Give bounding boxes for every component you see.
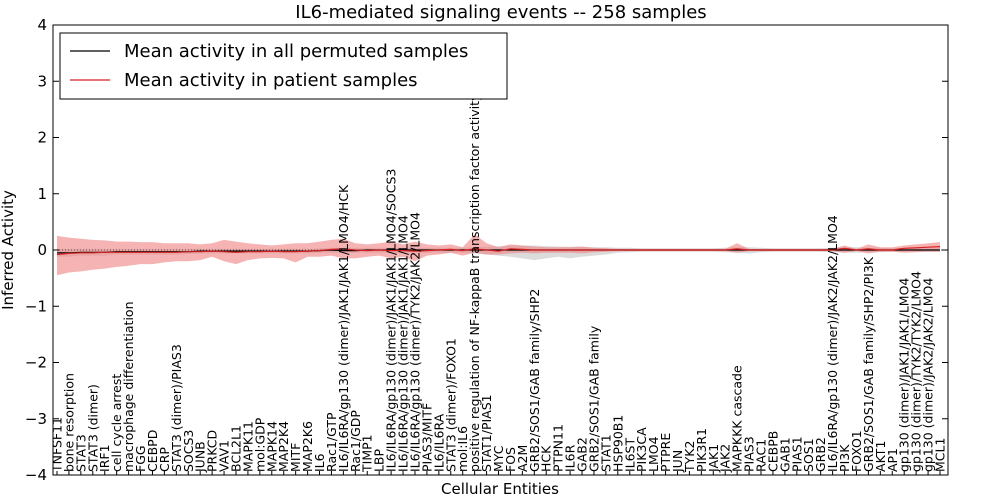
x-category-label: STAT3 (dimer)/PIAS3 — [169, 344, 184, 472]
x-category-label: mol:IL6 — [455, 426, 470, 472]
x-category-label: gp130 (dimer)/JAK2/JAK2/LMO4 — [921, 278, 936, 472]
x-category-label: MCL1 — [933, 438, 948, 472]
x-category-label: IRF1 — [97, 444, 112, 472]
chart-title: IL6-mediated signaling events -- 258 sam… — [295, 2, 706, 23]
y-tick-label: −3 — [25, 410, 47, 428]
y-tick-label: 2 — [37, 129, 47, 147]
x-category-label: MAP2K4 — [276, 421, 291, 472]
x-category-label: FGG — [133, 445, 148, 472]
x-category-label: CEBPB — [765, 431, 780, 472]
x-category-label: IL6R — [563, 444, 578, 472]
x-category-label: STAT3 (dimer)/FOXO1 — [443, 338, 458, 472]
x-category-label: GRB2/SOS1/GAB family — [587, 325, 602, 472]
x-category-label: HCK — [539, 445, 554, 472]
x-category-label: CRP — [157, 447, 172, 472]
x-category-label: IL6/IL6RA/gp130 (dimer)/JAK1/JAK1/LMO4 — [396, 215, 411, 472]
line-patient — [56, 246, 941, 256]
legend-box — [59, 32, 508, 100]
y-ticks: −4 −3 −2 −1 0 1 2 3 4 — [25, 16, 948, 484]
legend: Mean activity in all permuted samples Me… — [59, 32, 508, 100]
x-category-label: bone resorption — [61, 373, 76, 472]
x-category-label: AP1 — [885, 448, 900, 472]
x-category-label: MITF — [288, 443, 303, 472]
x-category-label: MYC — [491, 445, 506, 472]
x-category-label: IL6/IL6RA/gp130 (dimer)/JAK1/JAK1/LMO4/H… — [336, 184, 351, 472]
x-category-label: gp130 (dimer)/TYK2/TYK2/LMO4 — [909, 271, 924, 472]
x-category-label: TIMP1 — [360, 434, 375, 473]
x-category-label: LMO4 — [646, 436, 661, 472]
x-category-label: macrophage differentiation — [121, 301, 136, 472]
x-category-label: GRB2/SOS1/GAB family/SHP2 — [527, 289, 542, 472]
x-category-label: IL6/IL6RA/gp130 (dimer)/JAK1/JAK1/LMO4/S… — [384, 169, 399, 472]
x-category-label: mol:GDP — [252, 417, 267, 472]
x-category-label: JUNB — [193, 441, 208, 473]
y-tick-label: 1 — [37, 185, 47, 203]
x-category-label: IL6/IL6RA/gp130 (dimer)/TYK2/JAK2/LMO4 — [408, 212, 423, 472]
x-category-label: PI3K — [837, 444, 852, 472]
x-category-label: IL6 — [312, 453, 327, 472]
x-category-label: STAT1/PIAS1 — [479, 394, 494, 472]
x-category-label: BCL2L1 — [229, 425, 244, 472]
x-category-label: LBP — [372, 448, 387, 472]
x-category-label: MAPKKK cascade — [730, 365, 745, 472]
x-category-label: SOCS3 — [181, 430, 196, 472]
x-category-label: SOS1 — [801, 438, 816, 472]
x-category-label: JAK2 — [718, 444, 733, 473]
x-category-label: TYK2 — [682, 441, 697, 473]
y-tick-label: 4 — [37, 16, 47, 34]
x-category-label: gp130 (dimer)/JAK1/JAK1/LMO4 — [897, 278, 912, 472]
plot-frame — [52, 24, 949, 476]
x-category-label: STAT3 — [73, 434, 88, 472]
x-category-label: MAP2K6 — [300, 421, 315, 472]
x-category-label: AKT1 — [873, 441, 888, 472]
x-category-label: cell cycle arrest — [109, 374, 124, 472]
x-category-label: CEBPD — [145, 430, 160, 472]
x-category-label: A2M — [515, 445, 530, 472]
band-patient — [57, 234, 940, 276]
x-category-label: GAB1 — [777, 437, 792, 472]
x-category-label: PTPN11 — [551, 424, 566, 472]
x-category-label: GRB2/SOS1/GAB family/SHP2/PI3K — [861, 256, 876, 472]
x-category-label: VAV1 — [217, 440, 232, 472]
bands-layer — [57, 234, 940, 276]
x-category-label: PIAS3 — [742, 436, 757, 472]
x-category-label: PIAS1 — [789, 436, 804, 472]
x-category-label: PIAS3/MITF — [419, 403, 434, 472]
x-category-label: PIK3R1 — [694, 428, 709, 472]
y-tick-label: −1 — [25, 297, 47, 315]
lines-layer — [53, 246, 948, 256]
x-category-label: GRB2 — [813, 437, 828, 472]
x-category-label: PTPRE — [658, 433, 673, 472]
y-tick-label: −4 — [25, 466, 47, 484]
x-category-label: STAT3 (dimer) — [85, 384, 100, 472]
y-tick-label: 3 — [37, 72, 47, 90]
x-category-label: JUN — [670, 450, 685, 473]
x-category-label: PIK3CA — [634, 427, 649, 472]
x-category-label: Rac1/GTP — [324, 412, 339, 472]
legend-label-permuted: Mean activity in all permuted samples — [124, 41, 468, 62]
x-category-label: MAPK11 — [240, 421, 255, 472]
y-tick-label: −2 — [25, 354, 47, 372]
x-category-label: RAC1 — [754, 439, 769, 472]
x-category-label: JAK1 — [706, 444, 721, 473]
y-axis-label: Inferred Activity — [0, 190, 17, 310]
x-category-label: MAPK14 — [264, 421, 279, 472]
y-tick-label: 0 — [37, 241, 47, 259]
x-category-label: FOS — [503, 447, 518, 472]
x-category-label: IL6/IL6RA/gp130 (dimer)/JAK2/JAK2/LMO4 — [825, 215, 840, 472]
x-category-label: GAB2 — [575, 437, 590, 472]
x-category-label: IL6/IL6RA — [431, 413, 446, 472]
x-axis-label: Cellular Entities — [441, 480, 559, 498]
x-category-label: positive regulation of NF-kappaB transcr… — [467, 93, 482, 472]
x-category-label: PRKCD — [205, 430, 220, 472]
x-category-label: HSP90B1 — [610, 415, 625, 472]
legend-label-patient: Mean activity in patient samples — [124, 70, 418, 91]
x-category-label: STAT1 — [598, 434, 613, 472]
x-category-label: IL6ST — [622, 438, 637, 473]
x-category-label: FOXO1 — [849, 430, 864, 472]
x-category-label: Rac1/GDP — [348, 410, 363, 472]
